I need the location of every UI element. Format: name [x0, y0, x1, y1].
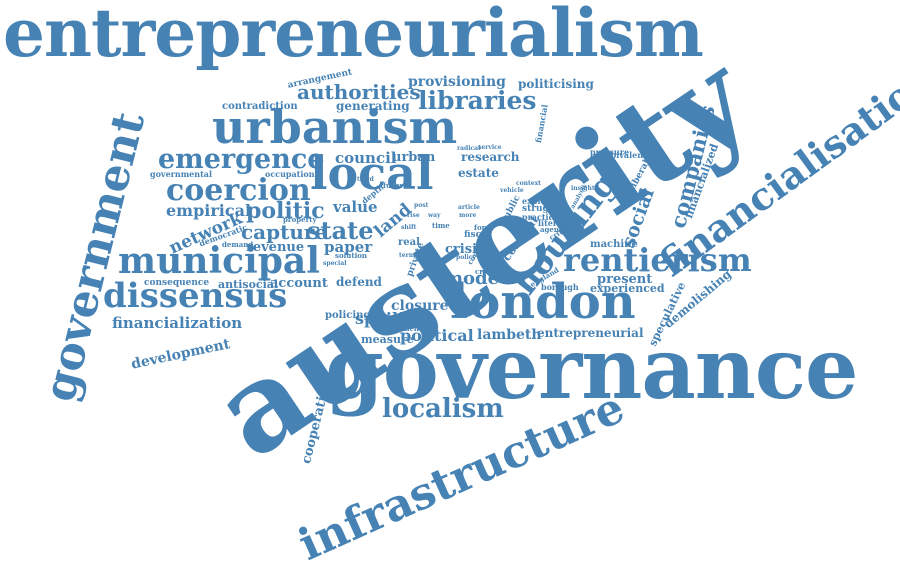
word-estate: estate — [458, 166, 499, 180]
word-research: research — [461, 150, 520, 164]
word-agenda: agenda — [540, 225, 569, 234]
word-policing: policing — [325, 310, 371, 321]
word-third: third — [357, 176, 374, 183]
word-insight: insight — [571, 185, 595, 192]
word-crisis: crisis — [445, 242, 485, 257]
word-account: account — [270, 276, 328, 291]
word-state: state — [307, 216, 374, 245]
word-experienced: experienced — [590, 282, 665, 295]
word-critical: critical — [475, 267, 503, 276]
word-radical: radical — [457, 145, 481, 152]
word-fiscal: fiscal — [464, 230, 491, 240]
word-emergence: emergence — [158, 144, 325, 175]
word-entrepreneurialism: entrepreneurialism — [3, 0, 704, 72]
word-generating: generating — [336, 99, 410, 113]
word-authorities: authorities — [297, 80, 421, 104]
word-urban: urban — [392, 150, 436, 165]
word-rentierism: rentierism — [563, 241, 752, 279]
word-entrepreneurial: entrepreneurial — [537, 326, 644, 340]
word-article: article — [458, 204, 480, 211]
word-closure: closure — [391, 298, 449, 314]
word-pressure: pressure — [590, 147, 630, 157]
word-rise: rise — [407, 212, 420, 219]
word-spoiling: spoiling — [355, 309, 427, 328]
word-coercion: coercion — [166, 173, 311, 208]
word-real: real — [398, 237, 420, 248]
word-measure: measure — [361, 333, 414, 346]
word-governmental: governmental — [150, 169, 212, 179]
word-moment: moment — [390, 324, 423, 333]
word-paper: paper — [324, 238, 373, 256]
word-defend: defend — [336, 275, 382, 289]
word-more: more — [459, 212, 477, 219]
word-occupation: occupation — [265, 169, 315, 179]
word-london: london — [450, 274, 636, 330]
word-term: term — [399, 252, 416, 259]
word-contradiction: contradiction — [222, 101, 298, 112]
word-special: special — [323, 260, 347, 267]
word-libraries: libraries — [418, 86, 537, 115]
word-empirical: empirical — [166, 201, 252, 220]
word-solution: solution — [335, 251, 368, 260]
word-demand: demand — [222, 240, 254, 249]
word-context: context — [516, 180, 541, 187]
word-policy: policy — [456, 254, 476, 261]
word-service: service — [478, 144, 502, 151]
word-provisioning: provisioning — [408, 74, 506, 90]
word-urbanism: urbanism — [212, 100, 458, 154]
word-dissensus: dissensus — [103, 276, 288, 316]
word-practice: practice — [522, 212, 559, 222]
word-localism: localism — [382, 394, 504, 424]
word-post: post — [414, 202, 429, 209]
word-vehicle: vehicle — [500, 187, 524, 194]
word-property: property — [283, 215, 317, 224]
word-machine: machine — [590, 239, 638, 250]
word-governance: governance — [325, 319, 858, 418]
word-lambeth: lambeth — [477, 327, 542, 343]
word-shift: shift — [401, 224, 417, 231]
word-capture: capture — [241, 220, 328, 244]
word-financialization: financialization — [112, 314, 243, 332]
word-mode: mode — [444, 268, 500, 289]
word-politic: politic — [246, 198, 325, 224]
word-borough: borough — [541, 282, 579, 292]
word-political: political — [400, 326, 474, 345]
word-explore: explore — [522, 196, 556, 206]
word-local: local — [310, 146, 434, 200]
word-municipal: municipal — [118, 240, 320, 282]
word-form: form — [474, 223, 493, 232]
word-politicising: politicising — [518, 77, 594, 91]
word-time: time — [432, 221, 450, 230]
word-ambivalent: ambivalent — [597, 150, 647, 160]
word-future: future — [383, 181, 408, 190]
word-consequence: consequence — [144, 278, 210, 288]
word-value: value — [333, 198, 378, 216]
word-literature: literature — [538, 218, 582, 228]
word-council: council — [335, 149, 397, 167]
word-present: present — [597, 272, 653, 287]
word-revenue: revenue — [246, 240, 305, 255]
word-way: way — [428, 212, 441, 219]
word-antisocial: antisocial — [218, 278, 279, 291]
word-struggle: struggle — [522, 204, 565, 214]
